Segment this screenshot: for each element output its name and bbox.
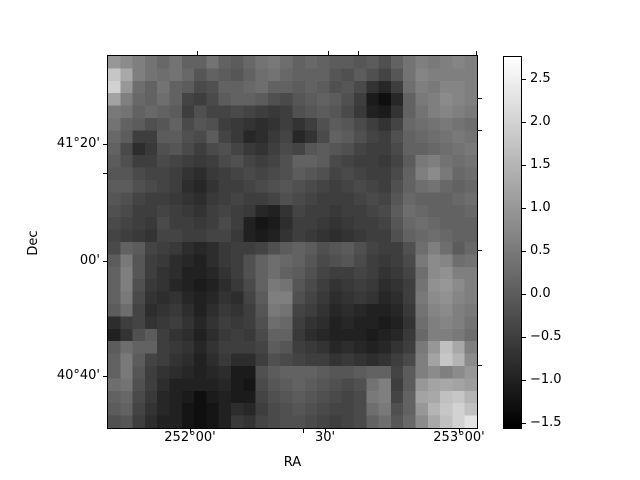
colorbar-tick <box>522 337 526 338</box>
y-axis-minor-tick <box>103 173 107 174</box>
colorbar-tick <box>522 380 526 381</box>
colorbar-tick <box>522 294 526 295</box>
colorbar-tick <box>522 251 526 252</box>
x-axis-minor-tick <box>303 429 304 433</box>
colorbar-tick-label: −0.5 <box>530 328 562 344</box>
y-tick-label: 41°20' <box>56 135 100 151</box>
colorbar-tick-label: 0.0 <box>530 285 551 301</box>
colorbar-tick <box>522 79 526 80</box>
x-tick-label: 253°00' <box>433 430 485 445</box>
colorbar-gradient <box>503 56 522 429</box>
top-axis-tick <box>197 51 198 55</box>
x-axis-tick <box>325 429 326 433</box>
colorbar-tick <box>522 208 526 209</box>
right-axis-tick <box>478 365 482 366</box>
colorbar-tick-label: 2.0 <box>530 113 551 129</box>
y-axis-tick <box>103 376 107 377</box>
y-axis-tick <box>103 261 107 262</box>
y-tick-label: 00' <box>79 252 100 268</box>
y-axis-label: Dec <box>26 230 41 256</box>
y-tick-label: 40°40' <box>56 367 100 383</box>
colorbar-tick <box>522 122 526 123</box>
x-axis-label: RA <box>283 455 302 470</box>
x-axis-tick <box>190 429 191 433</box>
colorbar-tick-label: 2.5 <box>530 70 551 86</box>
right-axis-tick <box>478 250 482 251</box>
y-axis-tick <box>103 144 107 145</box>
colorbar-tick-label: 1.5 <box>530 156 551 172</box>
top-axis-tick <box>476 51 477 55</box>
x-tick-label: 30' <box>314 430 336 445</box>
right-axis-tick <box>478 130 482 131</box>
colorbar-tick-label: −1.5 <box>530 414 562 430</box>
colorbar-tick-label: −1.0 <box>530 371 562 387</box>
top-axis-tick <box>328 51 329 55</box>
right-axis-tick <box>478 98 482 99</box>
x-tick-label: 252°00' <box>164 430 216 445</box>
heatmap-image <box>108 56 477 428</box>
colorbar-tick-label: 0.5 <box>530 242 551 258</box>
colorbar-tick <box>522 165 526 166</box>
colorbar-tick <box>522 423 526 424</box>
x-axis-tick <box>459 429 460 433</box>
colorbar-tick-label: 1.0 <box>530 199 551 215</box>
top-axis-tick <box>358 51 359 55</box>
